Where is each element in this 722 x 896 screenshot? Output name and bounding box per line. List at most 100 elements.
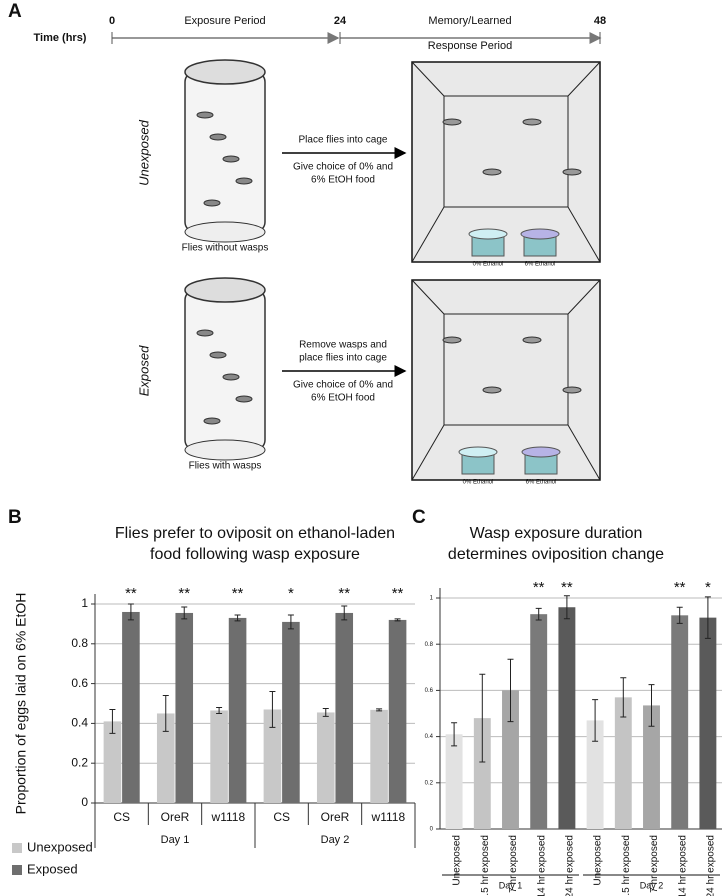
bar xyxy=(156,713,175,803)
legend-swatch xyxy=(12,865,22,875)
vial-top xyxy=(184,59,266,85)
error-bar xyxy=(109,708,116,734)
bar xyxy=(103,721,122,803)
bar xyxy=(614,697,632,829)
label: 0% Ethanol xyxy=(463,480,494,486)
fly xyxy=(196,329,214,337)
significance: * xyxy=(288,585,294,602)
error-bar xyxy=(704,596,711,639)
bar xyxy=(210,710,228,803)
y-tick-label: 0.4 xyxy=(425,734,434,740)
fly xyxy=(235,177,253,185)
y-tick-label: 0.6 xyxy=(425,688,434,694)
y-tick-label: 1 xyxy=(81,596,88,610)
fly xyxy=(482,386,502,394)
label: Memory/Learned xyxy=(428,15,511,27)
vial-bottom xyxy=(184,221,266,243)
error-bar xyxy=(592,699,599,742)
panel-label: A xyxy=(8,1,22,22)
label: 6% EtOH food xyxy=(311,175,375,186)
bar xyxy=(699,617,717,829)
panel-label: B xyxy=(8,507,22,528)
bar xyxy=(586,720,604,829)
x-tick-label: 14 hr exposed xyxy=(536,835,547,896)
error-bar xyxy=(620,677,627,718)
group-label: Day 1 xyxy=(499,880,523,890)
fly xyxy=(222,373,240,381)
x-tick-label: 24 hr exposed xyxy=(706,835,717,896)
significance: ** xyxy=(232,585,244,602)
x-tick-label: OreR xyxy=(161,810,190,824)
group-label: Day 2 xyxy=(640,880,664,890)
bar xyxy=(558,607,576,829)
fly xyxy=(203,199,221,207)
fly xyxy=(203,417,221,425)
vial xyxy=(184,71,266,233)
bar xyxy=(473,718,491,829)
fly xyxy=(482,168,502,176)
x-tick-label: 14 hr exposed xyxy=(677,835,688,896)
label: 6% EtOH food xyxy=(311,393,375,404)
error-bar xyxy=(676,606,683,624)
bar xyxy=(263,709,282,803)
legend-label: Unexposed xyxy=(27,839,93,854)
food-cup-top xyxy=(520,228,560,240)
fly xyxy=(235,395,253,403)
error-bar xyxy=(127,603,134,621)
error-bar xyxy=(181,606,188,620)
error-bar xyxy=(162,695,169,732)
label: place flies into cage xyxy=(299,353,387,364)
fly xyxy=(562,386,582,394)
label: Flies without wasps xyxy=(182,243,269,254)
panel-label: C xyxy=(412,507,426,528)
y-tick-label: 1 xyxy=(430,596,434,602)
error-bar xyxy=(451,722,458,747)
fly xyxy=(562,168,582,176)
label: Flies with wasps xyxy=(189,461,262,472)
x-tick-label: 24 hr exposed xyxy=(565,835,576,896)
y-tick-label: 0.8 xyxy=(425,642,434,648)
error-bar xyxy=(216,706,223,714)
y-tick-label: 0.8 xyxy=(71,636,88,650)
significance: ** xyxy=(533,579,545,596)
fly xyxy=(196,111,214,119)
significance: ** xyxy=(125,585,137,602)
bar xyxy=(175,612,194,803)
significance: * xyxy=(705,579,711,596)
label: Give choice of 0% and xyxy=(293,162,393,173)
error-bar xyxy=(287,614,294,630)
condition-label: Unexposed xyxy=(136,119,151,186)
error-bar xyxy=(648,684,655,727)
y-tick-label: 0.6 xyxy=(71,676,88,690)
group-label: Day 2 xyxy=(321,834,350,846)
x-tick-label: Unexposed xyxy=(452,835,463,886)
significance: ** xyxy=(338,585,350,602)
significance: ** xyxy=(178,585,190,602)
label: 24 xyxy=(334,15,347,27)
condition-label: Exposed xyxy=(136,345,151,396)
label: Place flies into cage xyxy=(299,135,388,146)
bar xyxy=(671,615,689,829)
bar xyxy=(282,621,300,803)
bar xyxy=(388,619,407,803)
error-bar xyxy=(563,595,570,620)
label: Time (hrs) xyxy=(34,32,87,44)
fly xyxy=(442,118,462,126)
bar xyxy=(122,611,140,803)
food-cup-top xyxy=(458,446,498,458)
error-bar xyxy=(394,618,401,622)
bar xyxy=(530,614,548,829)
x-tick-label: 2.5 hr exposed xyxy=(480,835,491,896)
error-bar xyxy=(479,673,486,763)
y-tick-label: 0 xyxy=(81,795,88,809)
cage-back xyxy=(411,279,601,481)
label: 48 xyxy=(594,15,606,27)
food-cup-top xyxy=(468,228,508,240)
group-label: Day 1 xyxy=(161,834,190,846)
y-tick-label: 0.2 xyxy=(71,755,88,769)
cage-back xyxy=(411,61,601,263)
label: Exposure Period xyxy=(184,15,265,27)
error-bar xyxy=(322,707,329,717)
